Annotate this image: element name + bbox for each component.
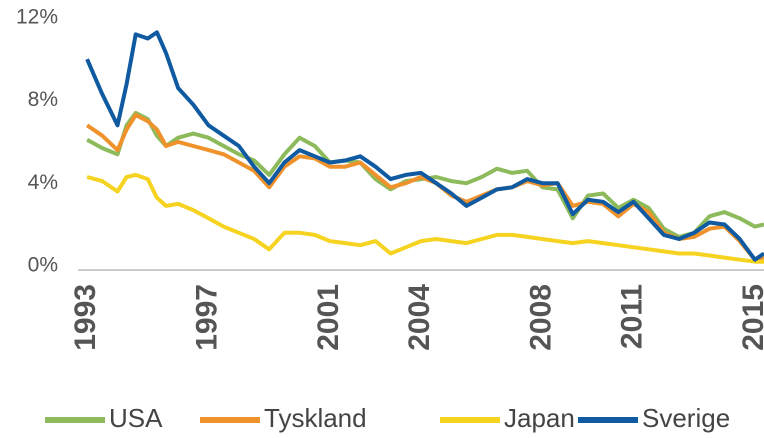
legend-label: USA (109, 403, 163, 433)
series-line (86, 172, 764, 264)
y-tick-label: 4% (28, 171, 58, 194)
x-tick-label: 1997 (190, 284, 223, 351)
series-line (85, 113, 764, 262)
y-tick-label: 8% (28, 88, 58, 111)
x-tick-label: 2008 (524, 284, 557, 351)
x-tick-label: 2015 (737, 284, 764, 351)
legend-label: Japan (504, 403, 575, 433)
x-tick-label: 2001 (312, 284, 345, 351)
legend-label: Sverige (642, 403, 730, 433)
legend-label: Tyskland (264, 403, 367, 433)
x-tick-label: 2004 (403, 284, 436, 351)
y-tick-label: 12% (16, 6, 58, 29)
x-tick-label: 2011 (615, 284, 648, 349)
y-tick-label: 0% (28, 254, 58, 277)
x-tick-label: 1993 (69, 284, 102, 351)
series-line (85, 30, 764, 262)
